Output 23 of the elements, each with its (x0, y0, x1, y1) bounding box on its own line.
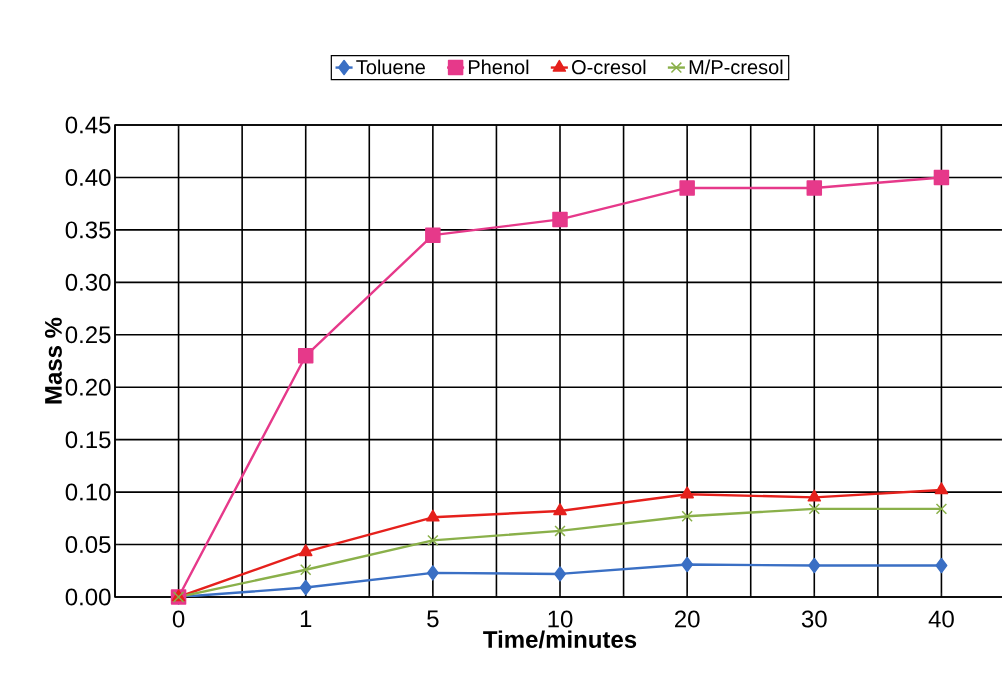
x-tick-label: 1 (300, 610, 312, 628)
x-tick-label: 30 (801, 610, 827, 628)
y-tick-label: 0.40 (65, 168, 111, 186)
y-tick-label: 0.00 (65, 588, 111, 606)
legend-label: Phenol (468, 59, 529, 75)
y-tick-label: 0.30 (65, 273, 111, 291)
y-tick-label: 0.05 (65, 536, 111, 554)
x-tick-label: 20 (675, 610, 700, 628)
y-tick-label: 0.25 (65, 326, 111, 344)
y-tick-label: 0.20 (65, 378, 111, 396)
y-tick-label: 0.45 (65, 116, 111, 134)
legend-label: O-cresol (572, 59, 646, 75)
y-tick-label: 0.35 (65, 221, 111, 239)
x-tick-label: 5 (427, 610, 439, 628)
y-tick-label: 0.10 (65, 483, 111, 501)
y-axis-title: Mass % (44, 317, 62, 404)
x-tick-label: 0 (172, 610, 185, 628)
y-tick-label: 0.15 (65, 431, 111, 449)
legend-label: M/P-cresol (689, 59, 783, 75)
legend-label: Toluene (356, 59, 425, 75)
x-tick-label: 10 (548, 610, 573, 628)
x-tick-label: 40 (928, 610, 954, 628)
x-axis-title: Time/minutes (483, 630, 637, 649)
